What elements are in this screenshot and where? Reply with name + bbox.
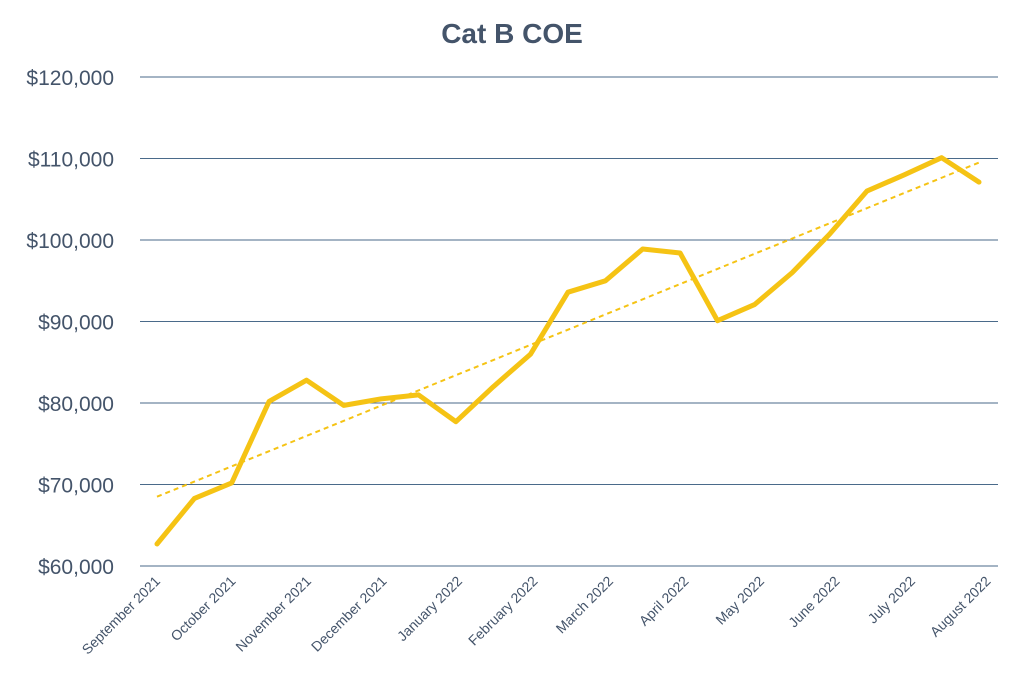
y-tick-label: $120,000 xyxy=(26,67,114,90)
y-tick-label: $80,000 xyxy=(38,393,114,416)
x-tick-label: April 2022 xyxy=(636,573,692,629)
y-tick-label: $100,000 xyxy=(26,230,114,253)
chart-title: Cat B COE xyxy=(441,18,583,49)
y-tick-label: $60,000 xyxy=(38,556,114,579)
series-line xyxy=(154,155,982,547)
x-tick-label: May 2022 xyxy=(712,573,767,628)
x-tick-label: August 2022 xyxy=(927,573,994,640)
x-tick-label: October 2021 xyxy=(167,573,238,644)
y-tick-label: $110,000 xyxy=(28,149,114,172)
x-tick-label: January 2022 xyxy=(394,573,465,644)
x-tick-label: September 2021 xyxy=(79,573,164,658)
trendline xyxy=(156,161,980,498)
x-tick-label: November 2021 xyxy=(232,573,314,655)
y-tick-label: $70,000 xyxy=(38,475,114,498)
x-tick-label: June 2022 xyxy=(785,573,843,631)
x-tick-label: March 2022 xyxy=(553,573,617,637)
y-tick-label: $90,000 xyxy=(38,312,114,335)
x-tick-label: December 2021 xyxy=(308,573,390,655)
x-tick-label: July 2022 xyxy=(864,573,918,627)
x-tick-label: February 2022 xyxy=(465,573,541,649)
